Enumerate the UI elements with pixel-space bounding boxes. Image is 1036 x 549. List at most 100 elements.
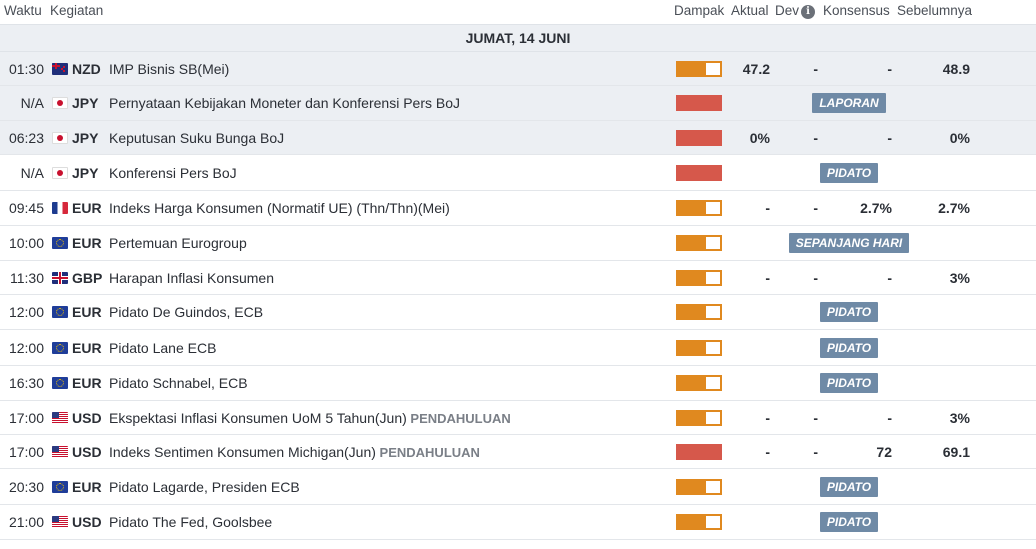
event-row[interactable]: N/A JPY Konferensi Pers BoJ PIDATO <box>0 155 1036 191</box>
eu-flag-icon <box>52 306 68 318</box>
consensus-value: 72 <box>876 443 892 460</box>
deviation-value: - <box>813 129 818 146</box>
previous-value: 3% <box>949 269 970 286</box>
event-row[interactable]: 10:00 EUR Pertemuan Eurogroup SEPANJANG HAR… <box>0 226 1036 261</box>
impact-indicator <box>676 514 722 530</box>
impact-indicator <box>676 339 722 356</box>
event-row[interactable]: 09:45 EUR Indeks Harga Konsumen (Normatif … <box>0 191 1036 226</box>
eu-flag-icon <box>52 480 68 493</box>
event-title[interactable]: Konferensi Pers BoJ <box>109 164 237 181</box>
currency-code: EUR <box>72 235 102 251</box>
event-row[interactable]: 06:23 JPY Keputusan Suku Bunga BoJ 0% - - 0% <box>0 121 1036 155</box>
event-time: 17:00 <box>8 409 44 426</box>
event-name[interactable]: Keputusan Suku Bunga BoJ <box>109 130 284 146</box>
jp-flag-icon <box>52 166 68 179</box>
event-time: 10:00 <box>8 235 44 251</box>
currency-code: GBP <box>72 269 103 286</box>
event-row[interactable]: 16:30 EUR Pidato Schnabel, ECB PIDATO <box>0 366 1036 401</box>
event-row[interactable]: 17:00 USD Ekspektasi Inflasi Konsumen UoM … <box>0 401 1036 435</box>
event-name[interactable]: Indeks Harga Konsumen (Normatif UE) (Thn… <box>109 200 450 216</box>
event-title[interactable]: Indeks Sentimen Konsumen Michigan(Jun) <box>109 443 376 460</box>
actual-value: - <box>765 269 770 286</box>
event-title[interactable]: Pidato Schnabel, ECB <box>109 375 248 391</box>
event-title[interactable]: Pidato Lane ECB <box>109 339 217 356</box>
event-row[interactable]: 01:30 NZD IMP Bisnis SB(Mei) 47.2 - - 48.9 <box>0 52 1036 86</box>
event-name[interactable]: Ekspektasi Inflasi Konsumen UoM 5 Tahun(… <box>109 410 511 426</box>
event-name[interactable]: IMP Bisnis SB(Mei) <box>109 61 229 77</box>
event-time: 12:00 <box>8 304 44 320</box>
actual-value: - <box>765 409 770 426</box>
event-row[interactable]: 17:00 USD Indeks Sentimen Konsumen Michiga… <box>0 435 1036 469</box>
event-type-badge: PIDATO <box>819 476 879 497</box>
event-title[interactable]: Indeks Harga Konsumen (Normatif UE) (Thn… <box>109 200 450 216</box>
previous-value: 2.7% <box>938 200 970 216</box>
event-time: N/A <box>20 164 44 181</box>
header-impact[interactable]: Dampak <box>674 3 725 18</box>
badge-container: LAPORAN <box>770 93 928 113</box>
event-time: N/A <box>20 95 44 111</box>
date-group-header: JUMAT, 14 JUNI <box>0 24 1036 52</box>
eu-flag-icon <box>52 237 68 249</box>
previous-value: 0% <box>949 129 970 146</box>
preliminary-tag: PENDAHULUAN <box>375 444 480 460</box>
event-name[interactable]: Pidato Lane ECB <box>109 340 216 356</box>
event-row[interactable]: N/A JPY Pernyataan Kebijakan Moneter dan K… <box>0 86 1036 121</box>
nz-flag-icon <box>52 62 68 75</box>
event-name[interactable]: Pidato De Guindos, ECB <box>109 304 263 320</box>
header-consensus[interactable]: Konsensus <box>823 3 890 18</box>
badge-container: PIDATO <box>770 337 928 358</box>
event-row[interactable]: 21:00 USD Pidato The Fed, Goolsbee PIDATO <box>0 505 1036 540</box>
deviation-value: - <box>813 269 818 286</box>
actual-value: 0% <box>749 129 770 146</box>
header-previous[interactable]: Sebelumnya <box>897 3 973 18</box>
event-title[interactable]: IMP Bisnis SB(Mei) <box>109 60 230 77</box>
event-name[interactable]: Pidato Lagarde, Presiden ECB <box>109 479 300 495</box>
event-title[interactable]: Pertemuan Eurogroup <box>109 235 247 251</box>
event-name[interactable]: Pidato The Fed, Goolsbee <box>109 514 272 530</box>
event-type-badge: PIDATO <box>819 162 879 183</box>
badge-container: PIDATO <box>770 373 928 393</box>
event-name[interactable]: Indeks Sentimen Konsumen Michigan(Jun) P… <box>109 444 480 460</box>
deviation-value: - <box>813 409 818 426</box>
consensus-value: - <box>887 409 892 426</box>
impact-indicator <box>676 443 722 460</box>
header-time[interactable]: Waktu <box>4 3 42 18</box>
event-name[interactable]: Harapan Inflasi Konsumen <box>109 270 274 286</box>
header-event[interactable]: Kegiatan <box>50 3 104 18</box>
event-title[interactable]: Pidato De Guindos, ECB <box>109 304 264 320</box>
event-row[interactable]: 11:30 GBP Harapan Inflasi Konsumen - - - 3% <box>0 261 1036 295</box>
event-row[interactable]: 12:00 EUR Pidato Lane ECB PIDATO <box>0 330 1036 366</box>
actual-value: - <box>765 443 770 460</box>
eu-flag-icon <box>52 377 68 389</box>
event-name[interactable]: Pidato Schnabel, ECB <box>109 375 248 391</box>
gb-flag-icon <box>52 271 68 284</box>
header-dev[interactable]: Dev <box>775 3 800 18</box>
event-title[interactable]: Harapan Inflasi Konsumen <box>109 269 274 286</box>
event-time: 21:00 <box>8 514 44 530</box>
event-name[interactable]: Pernyataan Kebijakan Moneter dan Konfere… <box>109 95 460 111</box>
event-time: 06:23 <box>8 129 44 146</box>
event-name[interactable]: Konferensi Pers BoJ <box>109 165 237 181</box>
currency-code: EUR <box>72 304 102 320</box>
event-time: 20:30 <box>8 478 44 495</box>
impact-indicator <box>676 60 722 77</box>
header-actual[interactable]: Aktual <box>731 3 769 18</box>
badge-container: PIDATO <box>770 302 928 322</box>
event-name[interactable]: Pertemuan Eurogroup <box>109 235 247 251</box>
event-row[interactable]: 20:30 EUR Pidato Lagarde, Presiden ECB PIDA… <box>0 469 1036 505</box>
event-type-badge: LAPORAN <box>812 93 886 113</box>
badge-container: PIDATO <box>770 476 928 497</box>
event-title[interactable]: Keputusan Suku Bunga BoJ <box>109 129 285 146</box>
event-list: 01:30 NZD IMP Bisnis SB(Mei) 47.2 - - 48.9 N/A J… <box>0 52 1036 540</box>
event-row[interactable]: 12:00 EUR Pidato De Guindos, ECB PIDATO <box>0 295 1036 330</box>
info-icon[interactable]: i <box>801 5 815 19</box>
currency-code: JPY <box>72 129 99 146</box>
event-title[interactable]: Ekspektasi Inflasi Konsumen UoM 5 Tahun(… <box>109 409 407 426</box>
event-title[interactable]: Pidato Lagarde, Presiden ECB <box>109 478 300 495</box>
actual-value: - <box>765 200 770 216</box>
event-title[interactable]: Pernyataan Kebijakan Moneter dan Konfere… <box>109 95 460 111</box>
impact-indicator <box>676 478 722 495</box>
deviation-value: - <box>813 60 818 77</box>
event-title[interactable]: Pidato The Fed, Goolsbee <box>109 514 273 530</box>
fr-flag-icon <box>52 202 68 214</box>
